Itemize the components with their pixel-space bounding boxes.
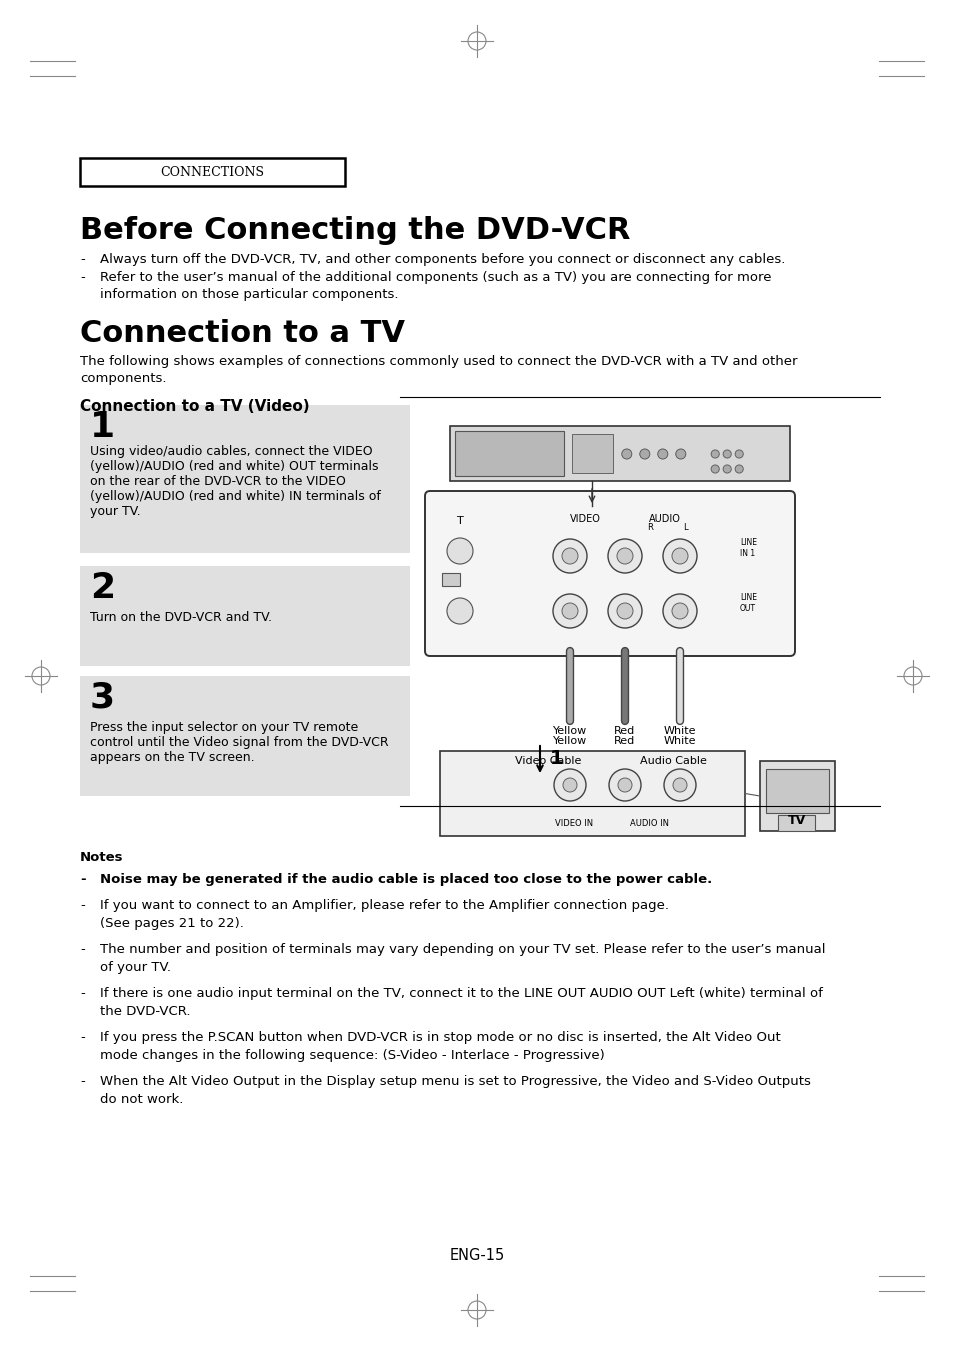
Text: The number and position of terminals may vary depending on your TV set. Please r: The number and position of terminals may… xyxy=(100,943,824,957)
Text: Before Connecting the DVD-VCR: Before Connecting the DVD-VCR xyxy=(80,216,630,245)
Circle shape xyxy=(447,598,473,624)
Circle shape xyxy=(617,549,633,563)
Text: (See pages 21 to 22).: (See pages 21 to 22). xyxy=(100,917,244,929)
Circle shape xyxy=(561,603,578,619)
Text: Connection to a TV (Video): Connection to a TV (Video) xyxy=(80,399,310,413)
Circle shape xyxy=(671,549,687,563)
Bar xyxy=(441,573,459,586)
Bar xyxy=(572,434,613,473)
Text: CONNECTIONS: CONNECTIONS xyxy=(160,166,264,178)
Text: 2: 2 xyxy=(90,571,115,605)
Bar xyxy=(760,761,834,831)
Text: ENG-15: ENG-15 xyxy=(449,1248,504,1263)
Text: Video Cable: Video Cable xyxy=(515,757,580,766)
Text: Refer to the user’s manual of the additional components (such as a TV) you are c: Refer to the user’s manual of the additi… xyxy=(100,272,771,284)
Text: Press the input selector on your TV remote
control until the Video signal from t: Press the input selector on your TV remo… xyxy=(90,721,388,765)
Text: Connection to a TV: Connection to a TV xyxy=(80,319,405,349)
Text: Always turn off the DVD-VCR, TV, and other components before you connect or disc: Always turn off the DVD-VCR, TV, and oth… xyxy=(100,253,784,266)
Circle shape xyxy=(710,465,719,473)
Text: VIDEO: VIDEO xyxy=(569,513,599,524)
Circle shape xyxy=(671,603,687,619)
Circle shape xyxy=(607,539,641,573)
Circle shape xyxy=(658,449,667,459)
Bar xyxy=(80,676,410,796)
Text: -: - xyxy=(80,873,86,886)
Circle shape xyxy=(722,465,730,473)
Text: White: White xyxy=(663,736,696,746)
Text: the DVD-VCR.: the DVD-VCR. xyxy=(100,1005,191,1019)
Circle shape xyxy=(710,450,719,458)
Text: AUDIO IN: AUDIO IN xyxy=(629,819,668,828)
Text: L: L xyxy=(682,523,686,532)
Circle shape xyxy=(675,449,685,459)
Text: R: R xyxy=(646,523,652,532)
Bar xyxy=(439,751,744,836)
Circle shape xyxy=(608,769,640,801)
Text: do not work.: do not work. xyxy=(100,1093,183,1106)
Text: mode changes in the following sequence: (S-Video - Interlace - Progressive): mode changes in the following sequence: … xyxy=(100,1048,604,1062)
Text: Turn on the DVD-VCR and TV.: Turn on the DVD-VCR and TV. xyxy=(90,611,272,624)
Circle shape xyxy=(553,539,586,573)
Bar xyxy=(450,426,789,481)
Text: Notes: Notes xyxy=(80,851,123,865)
Text: T: T xyxy=(456,516,463,526)
Circle shape xyxy=(621,449,631,459)
Text: Using video/audio cables, connect the VIDEO
(yellow)/AUDIO (red and white) OUT t: Using video/audio cables, connect the VI… xyxy=(90,444,380,517)
Circle shape xyxy=(735,450,742,458)
Text: Red: Red xyxy=(614,725,635,736)
Text: information on those particular components.: information on those particular componen… xyxy=(100,288,398,301)
Text: AUDIO: AUDIO xyxy=(648,513,680,524)
Circle shape xyxy=(618,778,631,792)
Circle shape xyxy=(639,449,649,459)
Text: If you press the P.SCAN button when DVD-VCR is in stop mode or no disc is insert: If you press the P.SCAN button when DVD-… xyxy=(100,1031,780,1044)
Text: 3: 3 xyxy=(90,681,115,715)
Bar xyxy=(765,769,828,813)
Bar xyxy=(80,566,410,666)
Text: 1: 1 xyxy=(550,750,563,769)
Text: LINE
IN 1: LINE IN 1 xyxy=(740,538,757,558)
Text: When the Alt Video Output in the Display setup menu is set to Progressive, the V: When the Alt Video Output in the Display… xyxy=(100,1075,810,1088)
Text: The following shows examples of connections commonly used to connect the DVD-VCR: The following shows examples of connecti… xyxy=(80,355,797,367)
Text: -: - xyxy=(80,898,85,912)
Text: 1: 1 xyxy=(90,409,115,444)
Text: Yellow: Yellow xyxy=(553,725,586,736)
Text: Red: Red xyxy=(614,736,635,746)
Circle shape xyxy=(607,594,641,628)
Bar xyxy=(80,158,345,186)
Text: If there is one audio input terminal on the TV, connect it to the LINE OUT AUDIO: If there is one audio input terminal on … xyxy=(100,988,822,1000)
Text: LINE
OUT: LINE OUT xyxy=(740,593,757,613)
Bar xyxy=(778,815,814,831)
Text: Yellow: Yellow xyxy=(553,736,586,746)
Text: TV: TV xyxy=(787,815,806,828)
FancyBboxPatch shape xyxy=(424,490,794,657)
Text: -: - xyxy=(80,272,85,284)
Text: of your TV.: of your TV. xyxy=(100,961,171,974)
Text: If you want to connect to an Amplifier, please refer to the Amplifier connection: If you want to connect to an Amplifier, … xyxy=(100,898,668,912)
Circle shape xyxy=(662,594,697,628)
Text: Noise may be generated if the audio cable is placed too close to the power cable: Noise may be generated if the audio cabl… xyxy=(100,873,712,886)
Bar xyxy=(455,431,563,476)
Text: -: - xyxy=(80,988,85,1000)
Circle shape xyxy=(562,778,577,792)
Circle shape xyxy=(447,538,473,563)
Text: -: - xyxy=(80,1031,85,1044)
Text: Audio Cable: Audio Cable xyxy=(639,757,706,766)
Text: VIDEO IN: VIDEO IN xyxy=(555,819,593,828)
Circle shape xyxy=(663,769,696,801)
Circle shape xyxy=(672,778,686,792)
Text: -: - xyxy=(80,943,85,957)
Circle shape xyxy=(554,769,585,801)
Text: -: - xyxy=(80,253,85,266)
Text: -: - xyxy=(80,1075,85,1088)
Circle shape xyxy=(617,603,633,619)
Bar xyxy=(80,405,410,553)
Circle shape xyxy=(553,594,586,628)
Circle shape xyxy=(561,549,578,563)
Circle shape xyxy=(662,539,697,573)
Text: White: White xyxy=(663,725,696,736)
Text: components.: components. xyxy=(80,372,167,385)
Circle shape xyxy=(722,450,730,458)
Circle shape xyxy=(735,465,742,473)
